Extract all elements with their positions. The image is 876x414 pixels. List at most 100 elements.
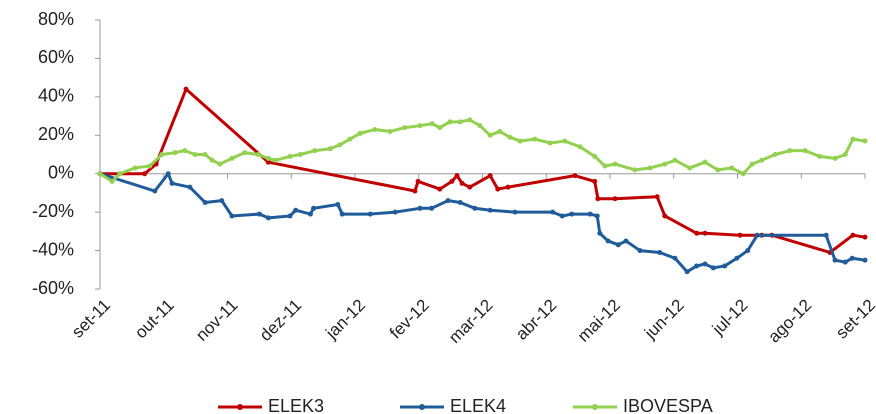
data-point bbox=[457, 119, 463, 125]
data-point bbox=[577, 144, 583, 150]
data-point bbox=[187, 184, 193, 190]
data-point bbox=[759, 157, 765, 163]
data-point bbox=[734, 255, 740, 261]
data-point bbox=[802, 148, 808, 154]
data-point bbox=[605, 238, 611, 244]
data-point bbox=[495, 186, 501, 192]
data-point bbox=[347, 136, 353, 142]
data-point bbox=[507, 134, 513, 140]
data-point bbox=[339, 211, 345, 217]
data-point bbox=[392, 209, 398, 215]
data-point bbox=[512, 209, 518, 215]
data-point bbox=[559, 213, 565, 219]
data-point bbox=[832, 257, 838, 263]
y-tick-label: 80% bbox=[38, 9, 74, 29]
data-point bbox=[602, 163, 608, 169]
data-point bbox=[632, 167, 638, 173]
data-point bbox=[209, 157, 215, 163]
data-point bbox=[729, 165, 735, 171]
data-point bbox=[672, 255, 678, 261]
series-line bbox=[100, 87, 866, 254]
data-point bbox=[172, 150, 178, 156]
data-point bbox=[862, 257, 868, 263]
data-point bbox=[265, 155, 271, 161]
data-point bbox=[117, 171, 123, 177]
data-point bbox=[372, 127, 378, 133]
data-point bbox=[754, 232, 760, 238]
series-line bbox=[99, 172, 866, 274]
data-point bbox=[307, 211, 313, 217]
data-point bbox=[672, 157, 678, 163]
data-point bbox=[255, 152, 261, 157]
data-point bbox=[159, 152, 165, 157]
x-tick-label: mai-12 bbox=[574, 296, 624, 346]
data-point bbox=[109, 178, 115, 184]
x-tick-label: abr-12 bbox=[512, 296, 560, 344]
x-tick-label: jan-12 bbox=[321, 296, 369, 344]
x-tick-label: jun-12 bbox=[640, 296, 688, 344]
x-tick-label: set-11 bbox=[68, 296, 114, 342]
data-point bbox=[415, 178, 421, 184]
data-point bbox=[694, 263, 700, 269]
legend-label: IBOVESPA bbox=[623, 396, 713, 414]
data-point bbox=[272, 157, 278, 163]
data-point bbox=[165, 171, 171, 177]
data-point bbox=[850, 232, 856, 238]
data-point bbox=[532, 136, 538, 142]
data-point bbox=[297, 152, 303, 157]
data-point bbox=[357, 130, 363, 136]
data-point bbox=[487, 207, 493, 213]
y-tick-label: -40% bbox=[32, 239, 74, 259]
data-point bbox=[662, 213, 668, 219]
legend-marker bbox=[419, 404, 425, 410]
data-point bbox=[657, 249, 663, 255]
data-point bbox=[217, 161, 223, 167]
x-tick-label: nov-11 bbox=[192, 296, 241, 345]
data-point bbox=[265, 159, 271, 165]
data-point bbox=[219, 198, 225, 204]
data-point bbox=[550, 209, 556, 215]
y-tick-label: -60% bbox=[32, 278, 74, 298]
data-point bbox=[702, 159, 708, 165]
y-tick-label: 40% bbox=[38, 86, 74, 106]
data-point bbox=[429, 205, 434, 211]
data-point bbox=[457, 200, 463, 206]
data-point bbox=[152, 188, 158, 194]
data-point bbox=[142, 171, 148, 177]
data-point bbox=[467, 117, 473, 123]
data-point bbox=[429, 121, 435, 127]
data-point bbox=[772, 152, 778, 157]
data-point bbox=[849, 255, 855, 261]
data-point bbox=[623, 238, 629, 244]
data-point bbox=[612, 196, 618, 202]
data-point bbox=[823, 232, 829, 238]
data-point bbox=[832, 155, 838, 161]
data-point bbox=[183, 86, 189, 92]
data-point bbox=[722, 263, 728, 269]
data-point bbox=[615, 242, 621, 248]
data-point bbox=[842, 152, 848, 157]
data-point bbox=[569, 211, 575, 217]
data-point bbox=[367, 211, 373, 217]
data-point bbox=[327, 146, 333, 152]
data-point bbox=[587, 211, 593, 217]
data-point bbox=[417, 205, 423, 211]
data-point bbox=[745, 248, 751, 254]
data-point bbox=[592, 153, 598, 159]
data-point bbox=[202, 200, 208, 206]
x-tick-label: out-11 bbox=[131, 296, 178, 343]
data-point bbox=[850, 136, 856, 142]
data-point bbox=[687, 165, 693, 171]
data-point bbox=[817, 153, 823, 159]
data-point bbox=[311, 205, 317, 211]
data-point bbox=[497, 128, 503, 134]
x-tick-label: jul-12 bbox=[708, 296, 752, 340]
legend-marker bbox=[592, 404, 598, 410]
y-tick-label: 60% bbox=[38, 47, 74, 67]
data-point bbox=[229, 213, 235, 219]
data-point bbox=[612, 161, 618, 167]
x-tick-label: fev-12 bbox=[386, 296, 433, 343]
data-point bbox=[572, 173, 578, 179]
data-point bbox=[547, 140, 553, 146]
x-tick-label: mar-12 bbox=[445, 296, 497, 348]
